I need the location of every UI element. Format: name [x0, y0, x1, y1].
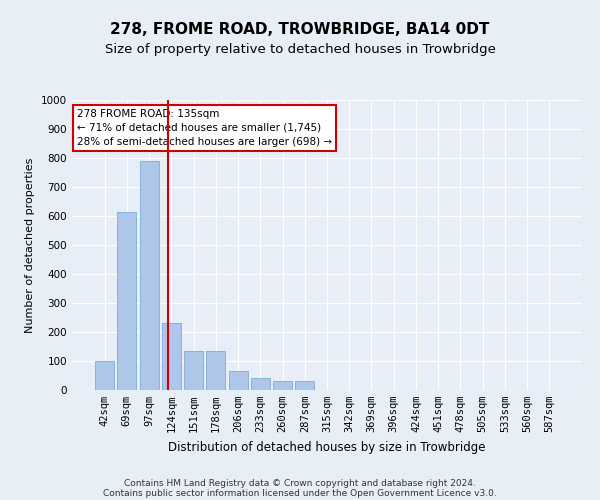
- Bar: [229, 371, 248, 390]
- Bar: [295, 382, 314, 390]
- Text: Contains HM Land Registry data © Crown copyright and database right 2024.: Contains HM Land Registry data © Crown c…: [124, 478, 476, 488]
- Bar: [118, 212, 136, 390]
- Text: Size of property relative to detached houses in Trowbridge: Size of property relative to detached ho…: [104, 42, 496, 56]
- Text: 278, FROME ROAD, TROWBRIDGE, BA14 0DT: 278, FROME ROAD, TROWBRIDGE, BA14 0DT: [110, 22, 490, 38]
- Bar: [251, 378, 270, 390]
- Text: 278 FROME ROAD: 135sqm
← 71% of detached houses are smaller (1,745)
28% of semi-: 278 FROME ROAD: 135sqm ← 71% of detached…: [77, 108, 332, 146]
- X-axis label: Distribution of detached houses by size in Trowbridge: Distribution of detached houses by size …: [168, 440, 486, 454]
- Bar: [162, 324, 181, 390]
- Bar: [206, 351, 225, 390]
- Bar: [273, 382, 292, 390]
- Y-axis label: Number of detached properties: Number of detached properties: [25, 158, 35, 332]
- Bar: [184, 351, 203, 390]
- Bar: [140, 161, 158, 390]
- Bar: [95, 361, 114, 390]
- Text: Contains public sector information licensed under the Open Government Licence v3: Contains public sector information licen…: [103, 488, 497, 498]
